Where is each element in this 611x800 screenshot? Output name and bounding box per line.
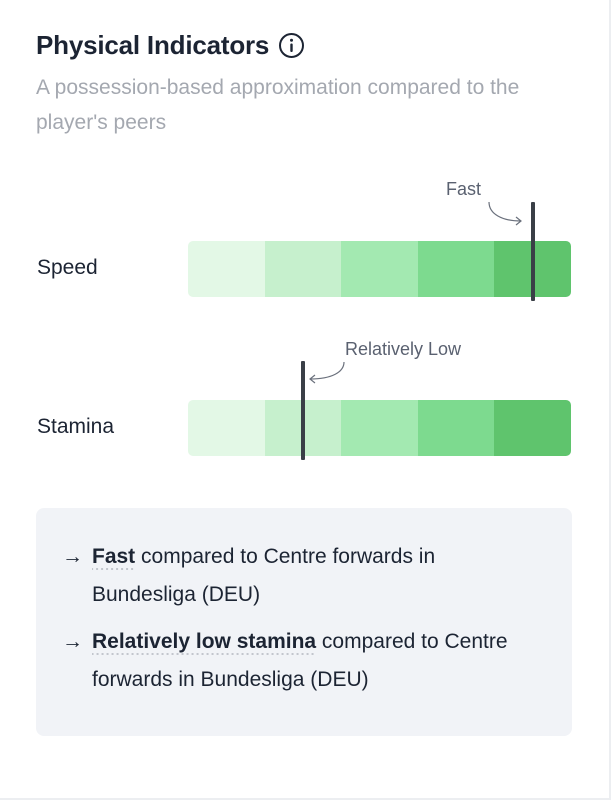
summary-highlight[interactable]: Fast bbox=[92, 545, 136, 570]
summary-item: → Relatively low stamina compared to Cen… bbox=[62, 623, 522, 699]
summary-rest: compared to Centre forwards in Bundeslig… bbox=[92, 630, 508, 691]
scale-segment-4 bbox=[417, 400, 495, 456]
summary-text: Relatively low stamina compared to Centr… bbox=[62, 623, 522, 699]
rating-annotation: Fast bbox=[446, 179, 482, 199]
scale-segment-4 bbox=[417, 241, 495, 297]
curved-arrow-icon bbox=[488, 201, 522, 226]
summary-item: → Fast compared to Centre forwards in Bu… bbox=[62, 538, 522, 614]
scale-segment-3 bbox=[341, 241, 418, 297]
scale-segment-3 bbox=[341, 400, 418, 456]
summary-text: Fast compared to Centre forwards in Bund… bbox=[62, 538, 522, 614]
scale-segment-5 bbox=[494, 400, 571, 456]
scale-bar bbox=[188, 400, 571, 456]
summary-rest: compared to Centre forwards in Bundeslig… bbox=[92, 545, 436, 606]
summary-highlight[interactable]: Relatively low stamina bbox=[92, 630, 317, 655]
value-marker bbox=[300, 361, 305, 460]
value-marker bbox=[530, 202, 535, 301]
scale-bar bbox=[188, 241, 571, 297]
card-title: Physical Indicators bbox=[36, 30, 270, 60]
scale-segment-1 bbox=[188, 400, 265, 456]
arrow-right-icon: → bbox=[62, 545, 83, 568]
summary-box: → Fast compared to Centre forwards in Bu… bbox=[36, 508, 572, 736]
arrow-right-icon: → bbox=[62, 630, 83, 653]
info-circle-icon[interactable] bbox=[278, 32, 305, 59]
rating-annotation: Relatively Low bbox=[345, 339, 462, 359]
curved-arrow-icon bbox=[309, 361, 345, 384]
indicator-label: Speed bbox=[37, 256, 98, 279]
card-subtitle: A possession-based approximation compare… bbox=[36, 76, 520, 134]
scale-segment-1 bbox=[188, 241, 265, 297]
header: Physical Indicators bbox=[36, 30, 305, 61]
scale-segment-2 bbox=[264, 241, 342, 297]
indicator-label: Stamina bbox=[37, 415, 115, 438]
